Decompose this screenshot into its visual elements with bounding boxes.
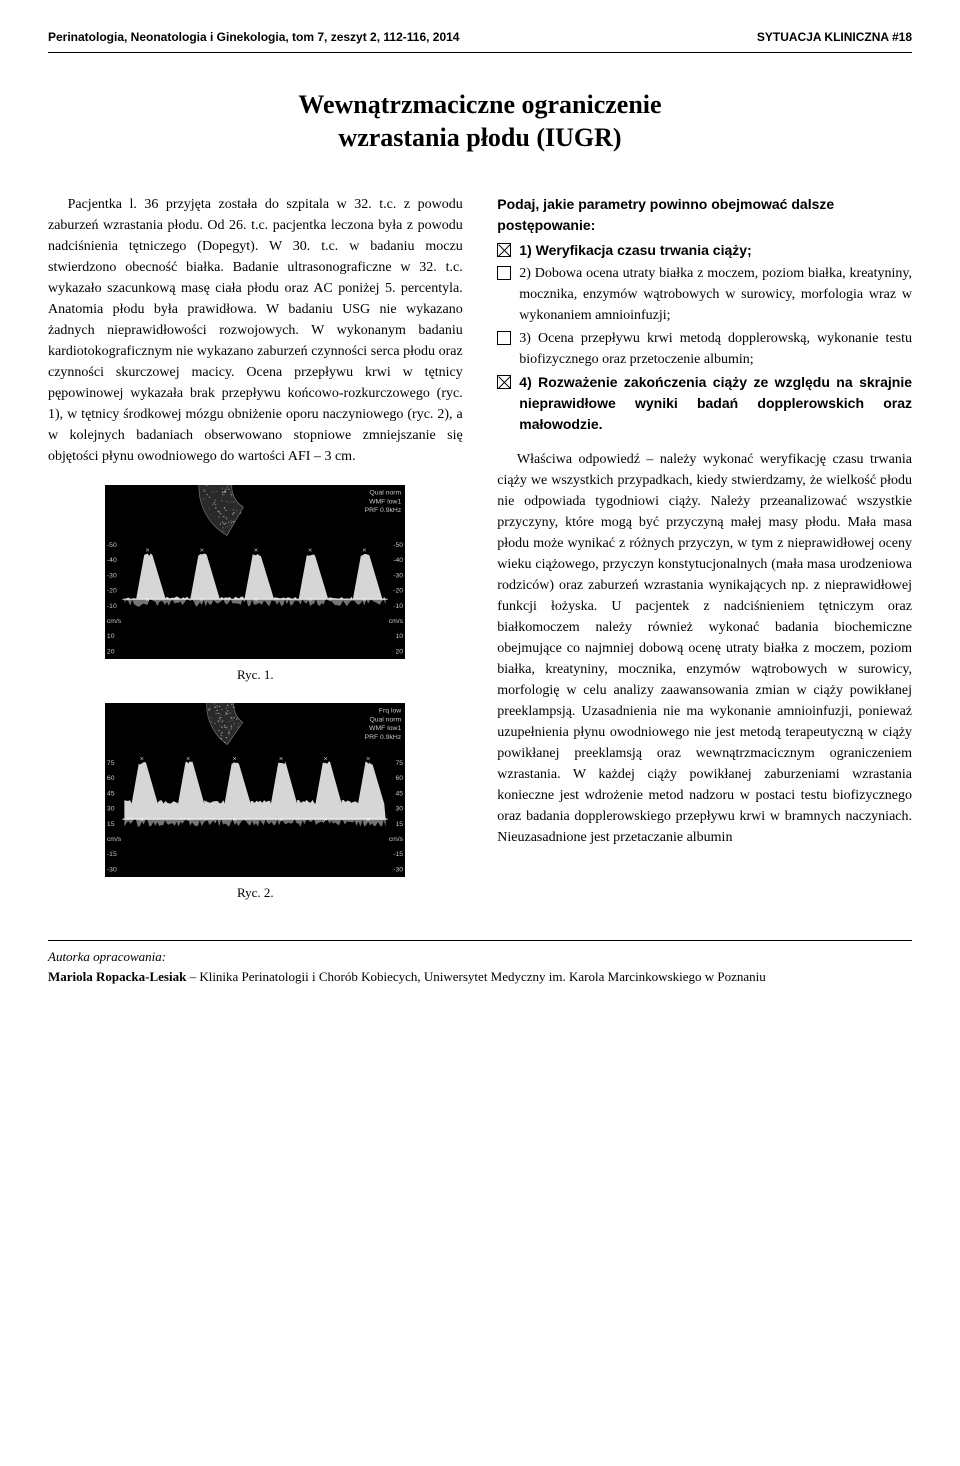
svg-text:×: × <box>324 815 328 824</box>
svg-text:×: × <box>366 815 370 824</box>
svg-text:-30: -30 <box>394 866 404 873</box>
svg-text:-30: -30 <box>394 572 404 579</box>
case-number: SYTUACJA KLINICZNA #18 <box>757 28 912 46</box>
svg-text:10: 10 <box>396 633 404 640</box>
answer-options: 1) Weryfikacja czasu trwania ciąży;2) Do… <box>497 240 912 435</box>
svg-text:-50: -50 <box>394 542 404 549</box>
title-line-1: Wewnątrzmaciczne ograniczenie <box>298 90 661 119</box>
svg-text:20: 20 <box>396 648 404 655</box>
svg-text:×: × <box>279 815 283 824</box>
option-text: 1) Weryfikacja czasu trwania ciąży; <box>519 240 912 261</box>
svg-text:WMF low1: WMF low1 <box>370 725 402 732</box>
svg-text:-15: -15 <box>394 851 404 858</box>
figure-1: Qual normWMF low1 PRF 0.9kHz -50 -50 -40 -40 -… <box>105 485 405 659</box>
svg-text:75: 75 <box>107 760 115 767</box>
left-column: Pacjentka l. 36 przyjęta została do szpi… <box>48 194 463 912</box>
svg-text:×: × <box>233 754 237 763</box>
svg-text:×: × <box>308 546 312 555</box>
answer-option: 1) Weryfikacja czasu trwania ciąży; <box>497 240 912 261</box>
doppler-ultrasound-2: Frq low Qual norm WMF low1PRF 0.9kHz 75 75 60… <box>105 703 405 877</box>
question-heading: Podaj, jakie parametry powinno obejmować… <box>497 194 912 236</box>
svg-text:×: × <box>146 595 150 604</box>
journal-citation: Perinatologia, Neonatologia i Ginekologi… <box>48 28 459 46</box>
svg-text:-20: -20 <box>107 588 117 595</box>
author-affiliation: – Klinika Perinatologii i Chorób Kobiecy… <box>186 969 765 984</box>
svg-text:×: × <box>363 546 367 555</box>
svg-text:-30: -30 <box>107 572 117 579</box>
checkbox-checked-icon <box>497 243 511 257</box>
doppler-ultrasound-1: Qual normWMF low1 PRF 0.9kHz -50 -50 -40 -40 -… <box>105 485 405 659</box>
svg-text:×: × <box>308 595 312 604</box>
svg-text:75: 75 <box>396 760 404 767</box>
option-text: 2) Dobowa ocena utraty białka z moczem, … <box>519 263 912 326</box>
svg-text:WMF low1: WMF low1 <box>370 498 402 505</box>
svg-text:×: × <box>140 815 144 824</box>
svg-text:×: × <box>324 754 328 763</box>
svg-text:60: 60 <box>396 775 404 782</box>
answer-option: 3) Ocena przepływu krwi metodą dopplerow… <box>497 328 912 370</box>
answer-option: 4) Rozważenie zakończenia ciąży ze wzglę… <box>497 372 912 435</box>
svg-text:×: × <box>254 546 258 555</box>
svg-text:cm/s: cm/s <box>107 836 122 843</box>
svg-text:15: 15 <box>396 820 404 827</box>
svg-text:cm/s: cm/s <box>389 618 404 625</box>
svg-text:-30: -30 <box>107 866 117 873</box>
svg-text:30: 30 <box>107 805 115 812</box>
svg-text:×: × <box>140 754 144 763</box>
svg-text:PRF 0.9kHz: PRF 0.9kHz <box>365 507 402 514</box>
svg-text:-50: -50 <box>107 542 117 549</box>
author-name: Mariola Ropacka-Lesiak <box>48 969 186 984</box>
svg-text:10: 10 <box>107 633 115 640</box>
case-description: Pacjentka l. 36 przyjęta została do szpi… <box>48 194 463 467</box>
svg-text:cm/s: cm/s <box>107 618 122 625</box>
option-text: 4) Rozważenie zakończenia ciąży ze wzglę… <box>519 372 912 435</box>
figure-1-caption: Ryc. 1. <box>48 665 463 685</box>
option-text: 3) Ocena przepływu krwi metodą dopplerow… <box>519 328 912 370</box>
checkbox-checked-icon <box>497 375 511 389</box>
svg-text:×: × <box>279 754 283 763</box>
svg-text:15: 15 <box>107 820 115 827</box>
svg-text:-40: -40 <box>394 557 404 564</box>
svg-text:-10: -10 <box>394 603 404 610</box>
svg-text:PRF 0.9kHz: PRF 0.9kHz <box>365 733 402 740</box>
svg-text:×: × <box>363 595 367 604</box>
author-line: Mariola Ropacka-Lesiak – Klinika Perinat… <box>48 967 912 987</box>
svg-text:45: 45 <box>396 790 404 797</box>
svg-text:cm/s: cm/s <box>389 836 404 843</box>
svg-text:×: × <box>146 546 150 555</box>
checkbox-empty-icon <box>497 331 511 345</box>
svg-text:-15: -15 <box>107 851 117 858</box>
svg-text:×: × <box>186 754 190 763</box>
svg-text:×: × <box>186 815 190 824</box>
svg-text:×: × <box>233 815 237 824</box>
svg-text:-40: -40 <box>107 557 117 564</box>
svg-text:60: 60 <box>107 775 115 782</box>
svg-text:×: × <box>254 595 258 604</box>
checkbox-empty-icon <box>497 266 511 280</box>
svg-text:Qual norm: Qual norm <box>370 490 402 497</box>
svg-text:Frq low: Frq low <box>379 707 401 714</box>
svg-text:×: × <box>200 595 204 604</box>
svg-text:-20: -20 <box>394 588 404 595</box>
svg-text:30: 30 <box>396 805 404 812</box>
article-title: Wewnątrzmaciczne ograniczenie wzrastania… <box>48 89 912 154</box>
right-column: Podaj, jakie parametry powinno obejmować… <box>497 194 912 912</box>
figure-2: Frq low Qual norm WMF low1PRF 0.9kHz 75 75 60… <box>105 703 405 877</box>
title-line-2: wzrastania płodu (IUGR) <box>338 123 621 152</box>
answer-option: 2) Dobowa ocena utraty białka z moczem, … <box>497 263 912 326</box>
svg-text:×: × <box>366 754 370 763</box>
svg-text:20: 20 <box>107 648 115 655</box>
answer-explanation: Właściwa odpowiedź – należy wykonać wery… <box>497 449 912 848</box>
svg-text:45: 45 <box>107 790 115 797</box>
figure-2-caption: Ryc. 2. <box>48 883 463 903</box>
body-columns: Pacjentka l. 36 przyjęta została do szpi… <box>48 194 912 912</box>
running-header: Perinatologia, Neonatologia i Ginekologi… <box>48 28 912 53</box>
svg-text:×: × <box>200 546 204 555</box>
author-footer: Autorka opracowania: Mariola Ropacka-Les… <box>48 940 912 986</box>
svg-text:Qual norm: Qual norm <box>370 716 402 723</box>
svg-text:-10: -10 <box>107 603 117 610</box>
author-label: Autorka opracowania: <box>48 947 912 967</box>
